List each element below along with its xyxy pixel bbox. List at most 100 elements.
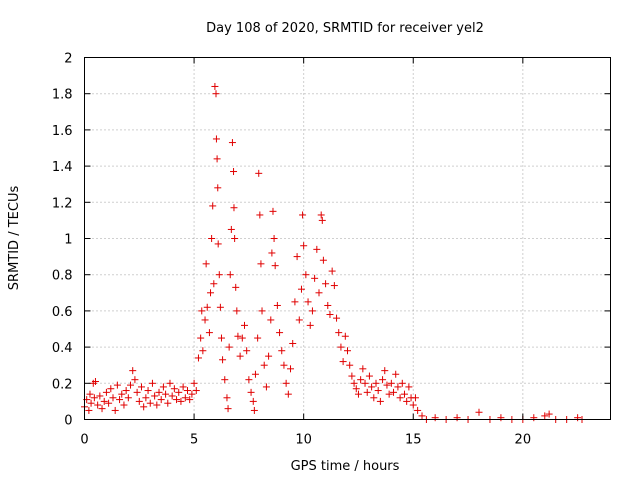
grid	[84, 57, 611, 420]
data-point	[87, 399, 95, 407]
data-point	[166, 379, 174, 387]
data-point	[381, 367, 389, 375]
data-point	[372, 379, 380, 387]
data-point	[326, 311, 334, 319]
data-point	[398, 379, 406, 387]
x-tick-label: 10	[295, 433, 312, 448]
data-point	[354, 390, 362, 398]
data-point	[207, 289, 215, 297]
data-point	[129, 367, 137, 375]
data-point	[186, 396, 194, 404]
y-axis-label: SRMTID / TECUs	[7, 186, 22, 291]
data-point	[368, 383, 376, 391]
data-point	[282, 379, 290, 387]
data-point	[324, 301, 332, 309]
data-point	[234, 332, 242, 340]
data-point	[170, 385, 178, 393]
data-point	[289, 339, 297, 347]
data-point	[131, 376, 139, 384]
data-point	[118, 390, 126, 398]
data-point	[297, 285, 305, 293]
data-point	[226, 271, 234, 279]
data-point	[574, 414, 582, 422]
data-point	[293, 253, 301, 261]
chart-title: Day 108 of 2020, SRMTID for receiver yel…	[206, 21, 484, 36]
data-point	[330, 282, 338, 290]
data-point	[231, 235, 239, 242]
data-point	[175, 388, 183, 396]
x-tick-label: 5	[190, 433, 198, 448]
data-point	[311, 274, 319, 282]
y-tick-label: 1.6	[52, 124, 73, 139]
data-point	[181, 394, 189, 402]
data-point	[344, 347, 351, 355]
x-tick-label: 0	[80, 433, 88, 448]
data-point	[210, 280, 218, 288]
data-point	[265, 352, 273, 360]
data-point	[188, 390, 196, 398]
data-point	[179, 383, 187, 391]
data-point	[363, 388, 371, 396]
data-point	[205, 329, 213, 337]
data-point	[98, 405, 106, 413]
data-point	[387, 379, 395, 387]
y-tick-label: 0.6	[52, 305, 73, 320]
data-point	[214, 240, 222, 248]
data-point	[230, 204, 238, 212]
data-point	[245, 376, 253, 384]
data-point	[232, 283, 240, 291]
data-point	[219, 356, 227, 364]
data-point	[405, 383, 413, 391]
data-point	[251, 370, 259, 378]
data-point	[157, 396, 165, 404]
data-point	[243, 347, 251, 355]
data-point	[328, 267, 336, 275]
data-point	[271, 262, 279, 270]
data-point	[111, 406, 119, 414]
data-point	[201, 316, 209, 324]
data-point	[339, 358, 347, 366]
data-point	[268, 249, 276, 257]
data-point	[262, 383, 270, 391]
data-point	[209, 202, 217, 210]
x-axis-tick-labels: 0 5 10 15 20	[80, 433, 531, 448]
data-point	[418, 412, 426, 420]
data-point	[162, 390, 170, 398]
data-point	[269, 207, 277, 215]
data-point	[276, 329, 284, 337]
data-point	[238, 334, 246, 342]
data-point	[133, 388, 141, 396]
data-point	[236, 352, 244, 360]
data-point	[233, 307, 241, 315]
y-tick-label: 0.8	[52, 269, 73, 284]
y-tick-label: 0.2	[52, 377, 73, 392]
data-point	[403, 397, 411, 405]
data-point	[194, 354, 202, 362]
data-point	[254, 334, 262, 342]
data-point	[212, 135, 220, 143]
data-point	[313, 245, 321, 253]
data-point	[291, 298, 299, 306]
data-point	[142, 394, 150, 402]
data-point	[91, 377, 99, 385]
data-point	[197, 334, 205, 342]
data-point	[146, 399, 154, 407]
y-axis-tick-labels: 0 0.2 0.4 0.6 0.8 1 1.2 1.4 1.6 1.8 2	[52, 52, 73, 429]
data-point	[124, 394, 132, 402]
data-point	[177, 397, 185, 405]
data-point	[350, 379, 358, 387]
data-point	[190, 379, 198, 387]
data-point	[284, 390, 292, 398]
y-tick-label: 1	[64, 233, 72, 248]
y-tick-label: 0	[64, 414, 72, 429]
data-point	[270, 235, 278, 242]
data-point	[322, 280, 330, 288]
data-point	[411, 394, 419, 402]
data-point	[299, 211, 307, 219]
data-point	[409, 401, 417, 409]
data-point	[257, 260, 265, 268]
data-point	[317, 211, 325, 219]
data-point	[278, 347, 286, 355]
